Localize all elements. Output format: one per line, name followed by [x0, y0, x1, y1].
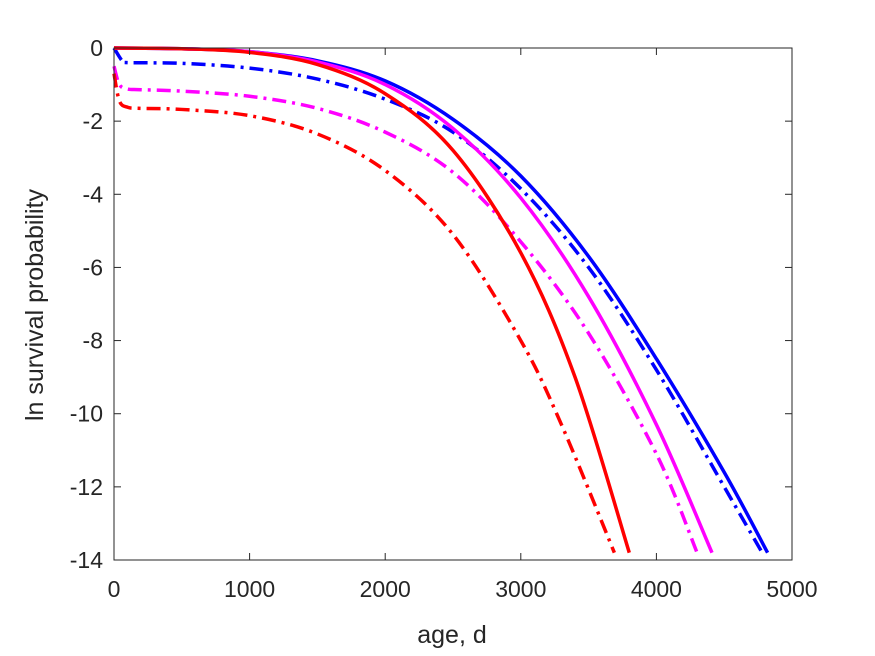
- x-tick-label: 5000: [766, 576, 817, 602]
- tick-label-layer: 0 1000 2000 3000 4000 5000 0 -2 -4 -6 -8 -10 -12 -14: [70, 35, 818, 602]
- y-tick-label: -8: [83, 328, 103, 354]
- axes-layer: [113, 47, 793, 561]
- x-tick-label: 4000: [631, 576, 682, 602]
- y-tick-label: -10: [70, 401, 103, 427]
- series-line-4: [112, 65, 699, 554]
- plot-frame: [113, 47, 793, 561]
- series-line-5: [113, 46, 631, 554]
- x-tick-label: 3000: [495, 576, 546, 602]
- series-layer: [112, 46, 770, 554]
- y-tick-label: -14: [70, 547, 103, 573]
- series-line-6: [112, 73, 616, 554]
- y-tick-label: -2: [83, 108, 103, 134]
- series-line-2: [112, 47, 764, 554]
- series-line-1: [113, 46, 770, 554]
- x-tick-label: 1000: [224, 576, 275, 602]
- y-tick-label: -6: [83, 254, 103, 280]
- y-axis-label: ln survival probability: [21, 188, 49, 421]
- y-tick-label: -4: [83, 181, 104, 207]
- x-tick-label: 0: [108, 576, 121, 602]
- x-tick-label: 2000: [360, 576, 411, 602]
- series-line-3: [113, 46, 714, 554]
- y-tick-label: 0: [90, 35, 103, 61]
- y-tick-label: -12: [70, 474, 103, 500]
- x-axis-label: age, d: [417, 621, 487, 649]
